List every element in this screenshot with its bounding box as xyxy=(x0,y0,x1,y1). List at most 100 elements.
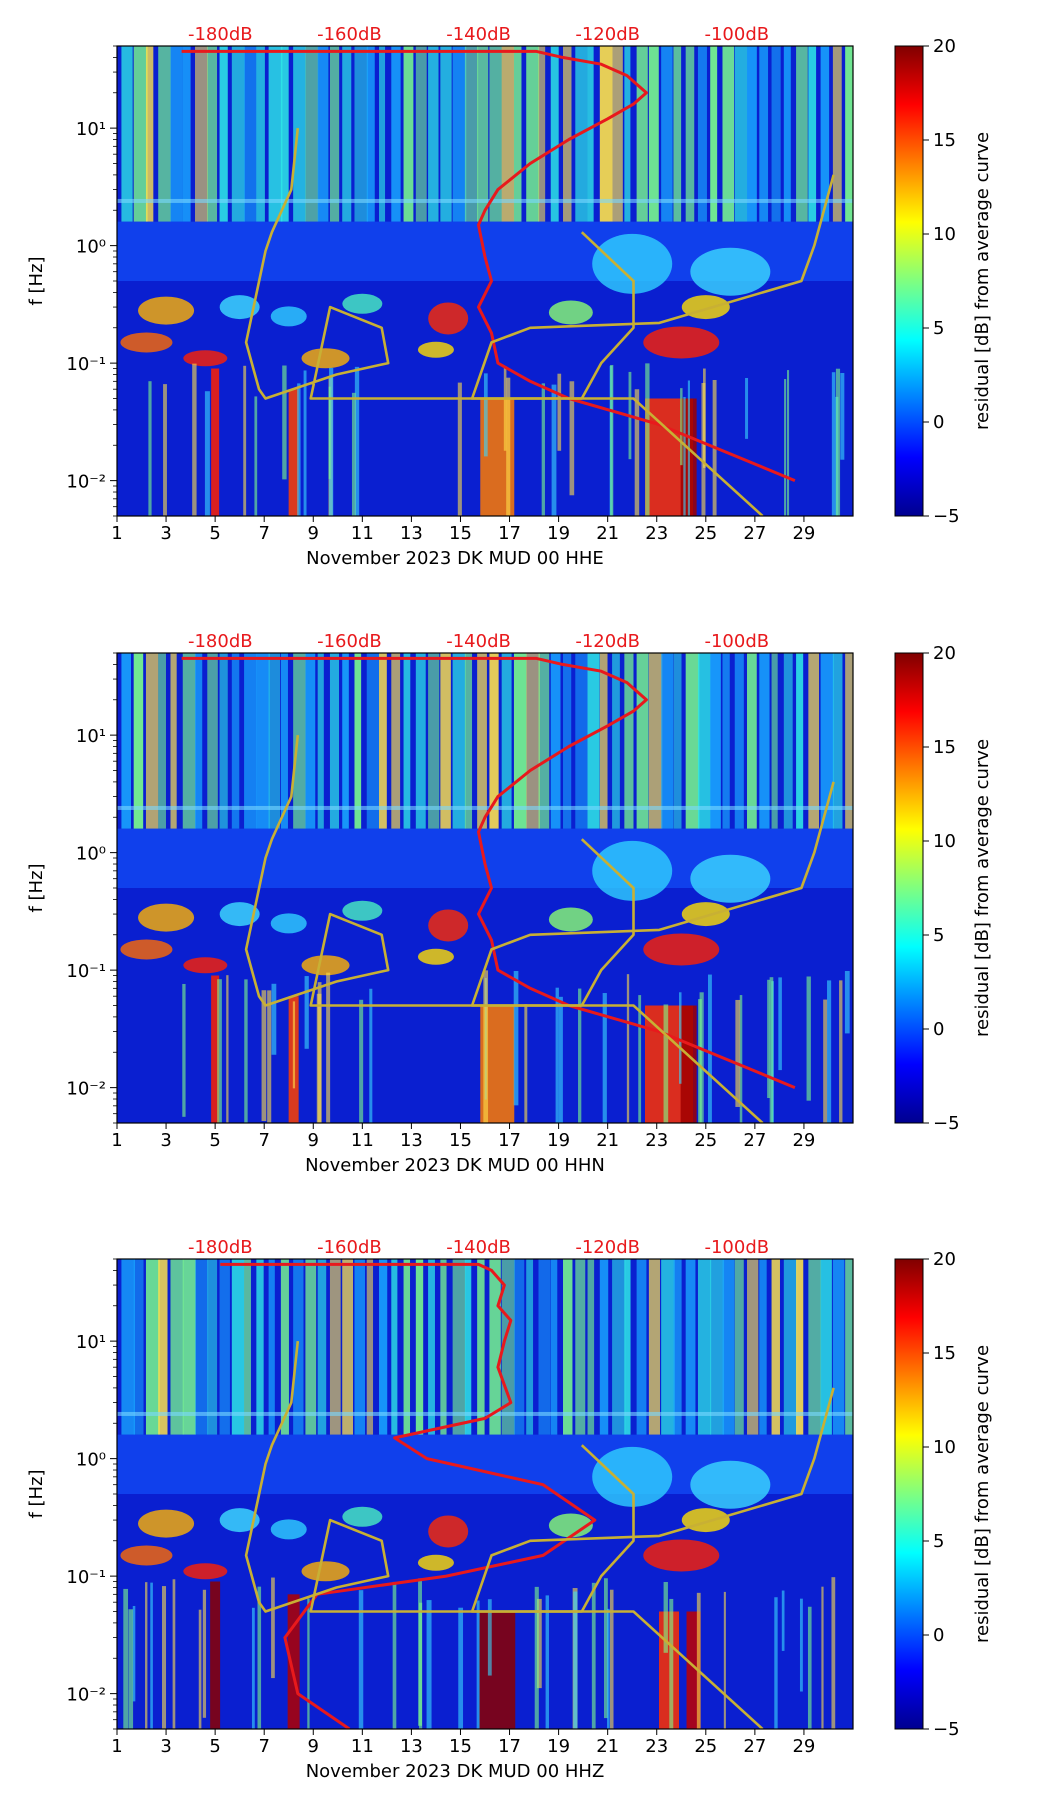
noise-stripe xyxy=(121,1259,135,1435)
harmonic-line xyxy=(117,805,853,810)
x-tick-label: 11 xyxy=(351,1736,374,1757)
noise-stripe xyxy=(329,653,340,829)
noise-stripe xyxy=(440,653,451,829)
noise-stripe xyxy=(747,653,757,829)
transient-streak xyxy=(739,995,743,1123)
spectrogram-image xyxy=(117,653,853,1123)
noise-model-curve xyxy=(470,174,835,516)
x-tick-label: 7 xyxy=(258,523,269,544)
microseism-blob xyxy=(301,955,350,976)
x-tick-label: 21 xyxy=(596,1736,619,1757)
microseism-blob xyxy=(120,1545,173,1566)
transient-streak xyxy=(781,1590,785,1651)
microseism-blob xyxy=(690,854,771,903)
noise-stripe xyxy=(759,653,770,829)
noise-model-curve xyxy=(244,1340,635,1613)
median-psd-curve xyxy=(220,1262,597,1729)
db-axis-tick-label: -180dB xyxy=(188,1237,253,1258)
transient-streak xyxy=(638,995,642,1123)
microseism-blob xyxy=(643,933,720,966)
noise-stripe xyxy=(832,653,843,829)
noise-stripe xyxy=(513,46,522,222)
noise-stripe xyxy=(808,1259,822,1435)
db-axis-tick-label: -160dB xyxy=(317,631,382,652)
noise-stripe xyxy=(673,1259,682,1435)
noise-stripe xyxy=(244,653,257,829)
microseism-blob xyxy=(690,247,771,296)
noise-stripe xyxy=(293,653,306,829)
noise-stripe xyxy=(379,1259,388,1435)
x-tick-label: 1 xyxy=(111,1130,122,1151)
noise-model-curve xyxy=(470,1387,835,1729)
db-axis-tick-label: -140dB xyxy=(446,1237,511,1258)
noise-stripe xyxy=(538,1259,551,1435)
noise-stripe xyxy=(796,46,808,222)
noise-stripe xyxy=(734,653,744,829)
noise-stripe xyxy=(231,653,240,829)
noise-stripe xyxy=(526,653,540,829)
microseism-blob xyxy=(428,1515,469,1548)
noise-stripe xyxy=(796,1259,804,1435)
x-tick-label: 19 xyxy=(547,523,570,544)
microseism-blob xyxy=(183,957,228,974)
transient-streak xyxy=(261,990,267,1122)
noise-stripe xyxy=(379,653,387,829)
harmonic-line xyxy=(117,198,853,203)
microseism-blob xyxy=(183,1563,228,1580)
db-axis-tick-label: -160dB xyxy=(317,1237,382,1258)
transient-streak xyxy=(569,381,575,496)
noise-stripe xyxy=(440,1259,447,1435)
transient-streak xyxy=(541,383,545,516)
transient-streak xyxy=(545,1595,549,1729)
transient-streak xyxy=(243,365,247,516)
low-frequency-column xyxy=(680,1005,697,1123)
x-tick-label: 27 xyxy=(743,1736,766,1757)
transient-streak xyxy=(202,1589,207,1718)
microseism-blob xyxy=(138,296,195,325)
transient-streak xyxy=(369,988,373,1123)
transient-streak xyxy=(669,1598,674,1729)
microseism-blob xyxy=(417,341,454,358)
noise-stripe xyxy=(195,46,208,222)
db-axis-tick-label: -140dB xyxy=(446,24,511,45)
transient-streak xyxy=(513,970,519,1106)
transient-streak xyxy=(192,363,197,516)
noise-stripe xyxy=(587,653,600,829)
noise-stripe xyxy=(280,653,288,829)
noise-stripe xyxy=(452,46,467,222)
transient-streak xyxy=(304,976,309,1049)
transient-streak xyxy=(769,977,774,1123)
x-tick-label: 25 xyxy=(694,1130,717,1151)
transient-streak xyxy=(536,1598,542,1689)
y-tick-label: 10¹ xyxy=(76,119,106,140)
noise-stripe xyxy=(464,46,479,222)
transient-streak xyxy=(634,389,640,516)
transient-streak xyxy=(723,1591,726,1729)
low-frequency-column xyxy=(479,1611,516,1729)
noise-stripe xyxy=(722,1259,735,1435)
transient-streak xyxy=(844,971,850,1034)
noise-stripe xyxy=(697,1259,712,1435)
noise-stripe xyxy=(832,46,842,222)
x-tick-label: 25 xyxy=(694,523,717,544)
noise-stripe xyxy=(231,46,245,222)
microseism-blob xyxy=(690,1460,771,1509)
transient-streak xyxy=(784,379,787,516)
noise-stripe xyxy=(207,1259,218,1435)
y-axis-label: f [Hz] xyxy=(26,863,47,912)
noise-stripe xyxy=(599,1259,609,1435)
transient-streak xyxy=(524,1004,528,1123)
transient-streak xyxy=(145,1582,148,1729)
db-axis-tick-label: -100dB xyxy=(704,24,769,45)
noise-stripe xyxy=(280,1259,289,1435)
transient-streak xyxy=(840,373,845,460)
noise-stripe xyxy=(354,1259,366,1435)
noise-stripe xyxy=(722,46,735,222)
transient-streak xyxy=(326,972,331,1123)
noise-stripe xyxy=(477,1259,485,1435)
microseism-blob xyxy=(342,1506,383,1527)
noise-stripe xyxy=(452,1259,466,1435)
x-tick-label: 5 xyxy=(209,523,220,544)
noise-stripe xyxy=(563,46,572,222)
noise-stripe xyxy=(820,1259,832,1435)
